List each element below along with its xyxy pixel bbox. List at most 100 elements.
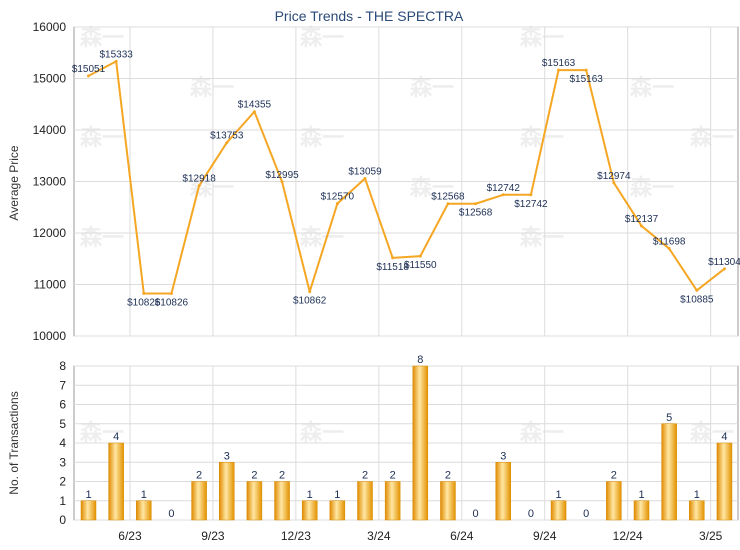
- watermark-text: 森一: [300, 25, 344, 50]
- axis-ticks: 1000011000120001300014000150001600001234…: [33, 20, 723, 543]
- x-tick-label: 9/23: [201, 529, 225, 543]
- price-tick-label: 14000: [33, 123, 67, 137]
- x-tick-label: 6/23: [118, 529, 142, 543]
- price-data-label: $13059: [348, 166, 382, 177]
- price-point: [363, 176, 367, 180]
- price-data-label: $11304: [708, 257, 740, 268]
- price-data-label: $10826: [127, 297, 161, 308]
- watermark-text: 森一: [80, 25, 124, 50]
- price-data-label: $12568: [459, 208, 493, 219]
- price-point: [87, 74, 90, 78]
- transaction-bar-label: 1: [334, 489, 340, 501]
- price-data-label: $12742: [514, 199, 548, 210]
- price-point: [640, 224, 643, 228]
- price-point: [501, 193, 505, 197]
- price-grid: [73, 26, 739, 337]
- price-data-label: $12918: [182, 174, 216, 185]
- price-data-label: $11698: [653, 237, 686, 248]
- price-point: [280, 180, 284, 184]
- transaction-bar-label: 2: [279, 470, 285, 482]
- x-tick-label: 9/24: [533, 529, 557, 543]
- watermark-text: 森一: [410, 175, 454, 200]
- price-data-label: $12742: [487, 183, 521, 194]
- transaction-bar: [689, 500, 705, 521]
- transaction-bar-label: 3: [500, 450, 506, 462]
- transactions-tick-label: 1: [59, 494, 66, 508]
- transaction-bar-label: 1: [638, 489, 644, 501]
- transaction-bars: 1 4 1 0 2 3 2 2 1 1 2 2 8 2 0 3 0 1 0 2 1 5 1 4: [80, 354, 733, 521]
- price-data-label: $15051: [72, 64, 106, 75]
- watermark-text: 森一: [630, 175, 674, 200]
- price-series-line: [88, 60, 726, 295]
- transactions-tick-label: 2: [59, 475, 66, 489]
- watermark-text: 森一: [80, 225, 124, 250]
- price-data-label: $12995: [265, 170, 299, 181]
- transaction-bar: [384, 481, 401, 521]
- price-point: [252, 110, 256, 114]
- transaction-bar-label: 2: [445, 470, 451, 482]
- price-tick-label: 12000: [33, 226, 67, 240]
- transaction-bar: [412, 365, 429, 521]
- transaction-bar: [606, 481, 622, 521]
- price-data-label: $13753: [210, 131, 244, 142]
- transaction-bar-label: 2: [251, 470, 257, 482]
- transaction-bar-label: 0: [168, 508, 174, 520]
- watermark-text: 森一: [520, 225, 564, 250]
- price-point: [335, 202, 339, 206]
- price-point: [197, 184, 201, 188]
- transactions-tick-label: 0: [59, 513, 66, 527]
- transactions-tick-label: 7: [59, 378, 66, 392]
- transaction-bar: [246, 481, 263, 521]
- transaction-bar-label: 2: [611, 470, 617, 482]
- price-point: [557, 68, 561, 72]
- watermark-text: 森一: [300, 225, 344, 250]
- transaction-bar-label: 0: [583, 508, 589, 520]
- x-tick-label: 12/23: [281, 529, 311, 543]
- transaction-bar: [301, 500, 318, 521]
- x-tick-label: 6/24: [450, 529, 474, 543]
- transaction-bar: [136, 500, 152, 521]
- chart-title: Price Trends - THE SPECTRA: [275, 8, 464, 24]
- price-data-label: $10885: [680, 294, 714, 305]
- price-data-label: $15333: [99, 49, 133, 60]
- transactions-tick-label: 6: [59, 398, 66, 412]
- x-tick-label: 3/25: [699, 529, 723, 543]
- transaction-bar-label: 3: [224, 450, 230, 462]
- transaction-bar-label: 2: [196, 470, 202, 482]
- transaction-bar-label: 5: [666, 412, 672, 424]
- transaction-bar: [80, 500, 97, 521]
- price-data-label: $11550: [404, 260, 437, 271]
- price-point: [695, 288, 699, 292]
- transactions-tick-label: 4: [59, 436, 66, 450]
- price-point: [142, 291, 146, 295]
- transaction-bar-label: 8: [417, 354, 423, 366]
- data-labels: $15051 $15333 $10826$10826 $12918 $13753 $143…: [72, 49, 740, 308]
- price-point: [308, 290, 312, 294]
- transactions-tick-label: 8: [59, 359, 66, 373]
- watermark-text: 森一: [80, 125, 124, 150]
- transactions-axis-title: No. of Transactions: [7, 391, 21, 494]
- transaction-bar: [108, 442, 124, 521]
- price-tick-label: 15000: [33, 72, 67, 86]
- transaction-bar-label: 0: [473, 508, 479, 520]
- price-data-label: $10862: [293, 296, 327, 307]
- transaction-bar: [440, 481, 456, 521]
- transaction-bar: [550, 500, 567, 521]
- transaction-bar-label: 4: [113, 431, 119, 443]
- price-tick-label: 13000: [33, 175, 67, 189]
- price-point: [474, 202, 478, 206]
- price-data-label: $10826: [155, 297, 189, 308]
- transaction-bar: [633, 500, 650, 521]
- transactions-tick-label: 3: [59, 455, 66, 469]
- transaction-bar-label: 1: [85, 489, 91, 501]
- price-point: [612, 181, 616, 185]
- transactions-grid: [73, 365, 739, 521]
- price-data-label: $12570: [321, 192, 355, 203]
- watermark-text: 森一: [410, 75, 454, 100]
- transaction-bar-label: 1: [555, 489, 561, 501]
- price-point: [418, 254, 422, 258]
- price-data-label: $11518: [376, 262, 409, 273]
- price-point: [446, 202, 450, 206]
- transaction-bar-label: 0: [528, 508, 534, 520]
